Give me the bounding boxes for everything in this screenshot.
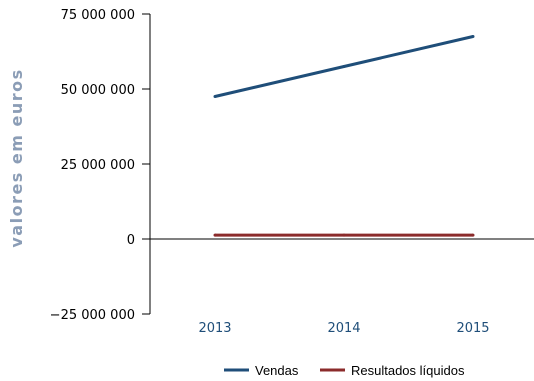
x-tick-label: 2014 [327,321,360,336]
legend: Vendas Resultados líquidos [224,363,465,378]
series-layer [213,35,475,237]
x-tick-label: 2013 [198,321,231,336]
legend-label: Resultados líquidos [351,363,465,378]
data-point [342,233,346,237]
x-tick-label: 2015 [456,321,489,336]
y-axis: −25 000 000 0 25 000 000 50 000 000 75 000 0… [50,8,151,323]
data-point [471,233,475,237]
y-tick-label: 25 000 000 [61,158,135,173]
y-tick-label: −25 000 000 [50,308,135,323]
data-point [213,233,217,237]
y-tick-label: 0 [127,233,135,248]
y-axis-title: valores em euros [7,68,26,247]
data-point [471,35,475,38]
y-tick-label: 50 000 000 [61,83,135,98]
data-point [213,95,217,98]
legend-label: Vendas [255,363,299,378]
data-point [342,65,346,68]
y-tick-label: 75 000 000 [61,8,135,23]
x-axis: 2013 2014 2015 [150,238,534,336]
